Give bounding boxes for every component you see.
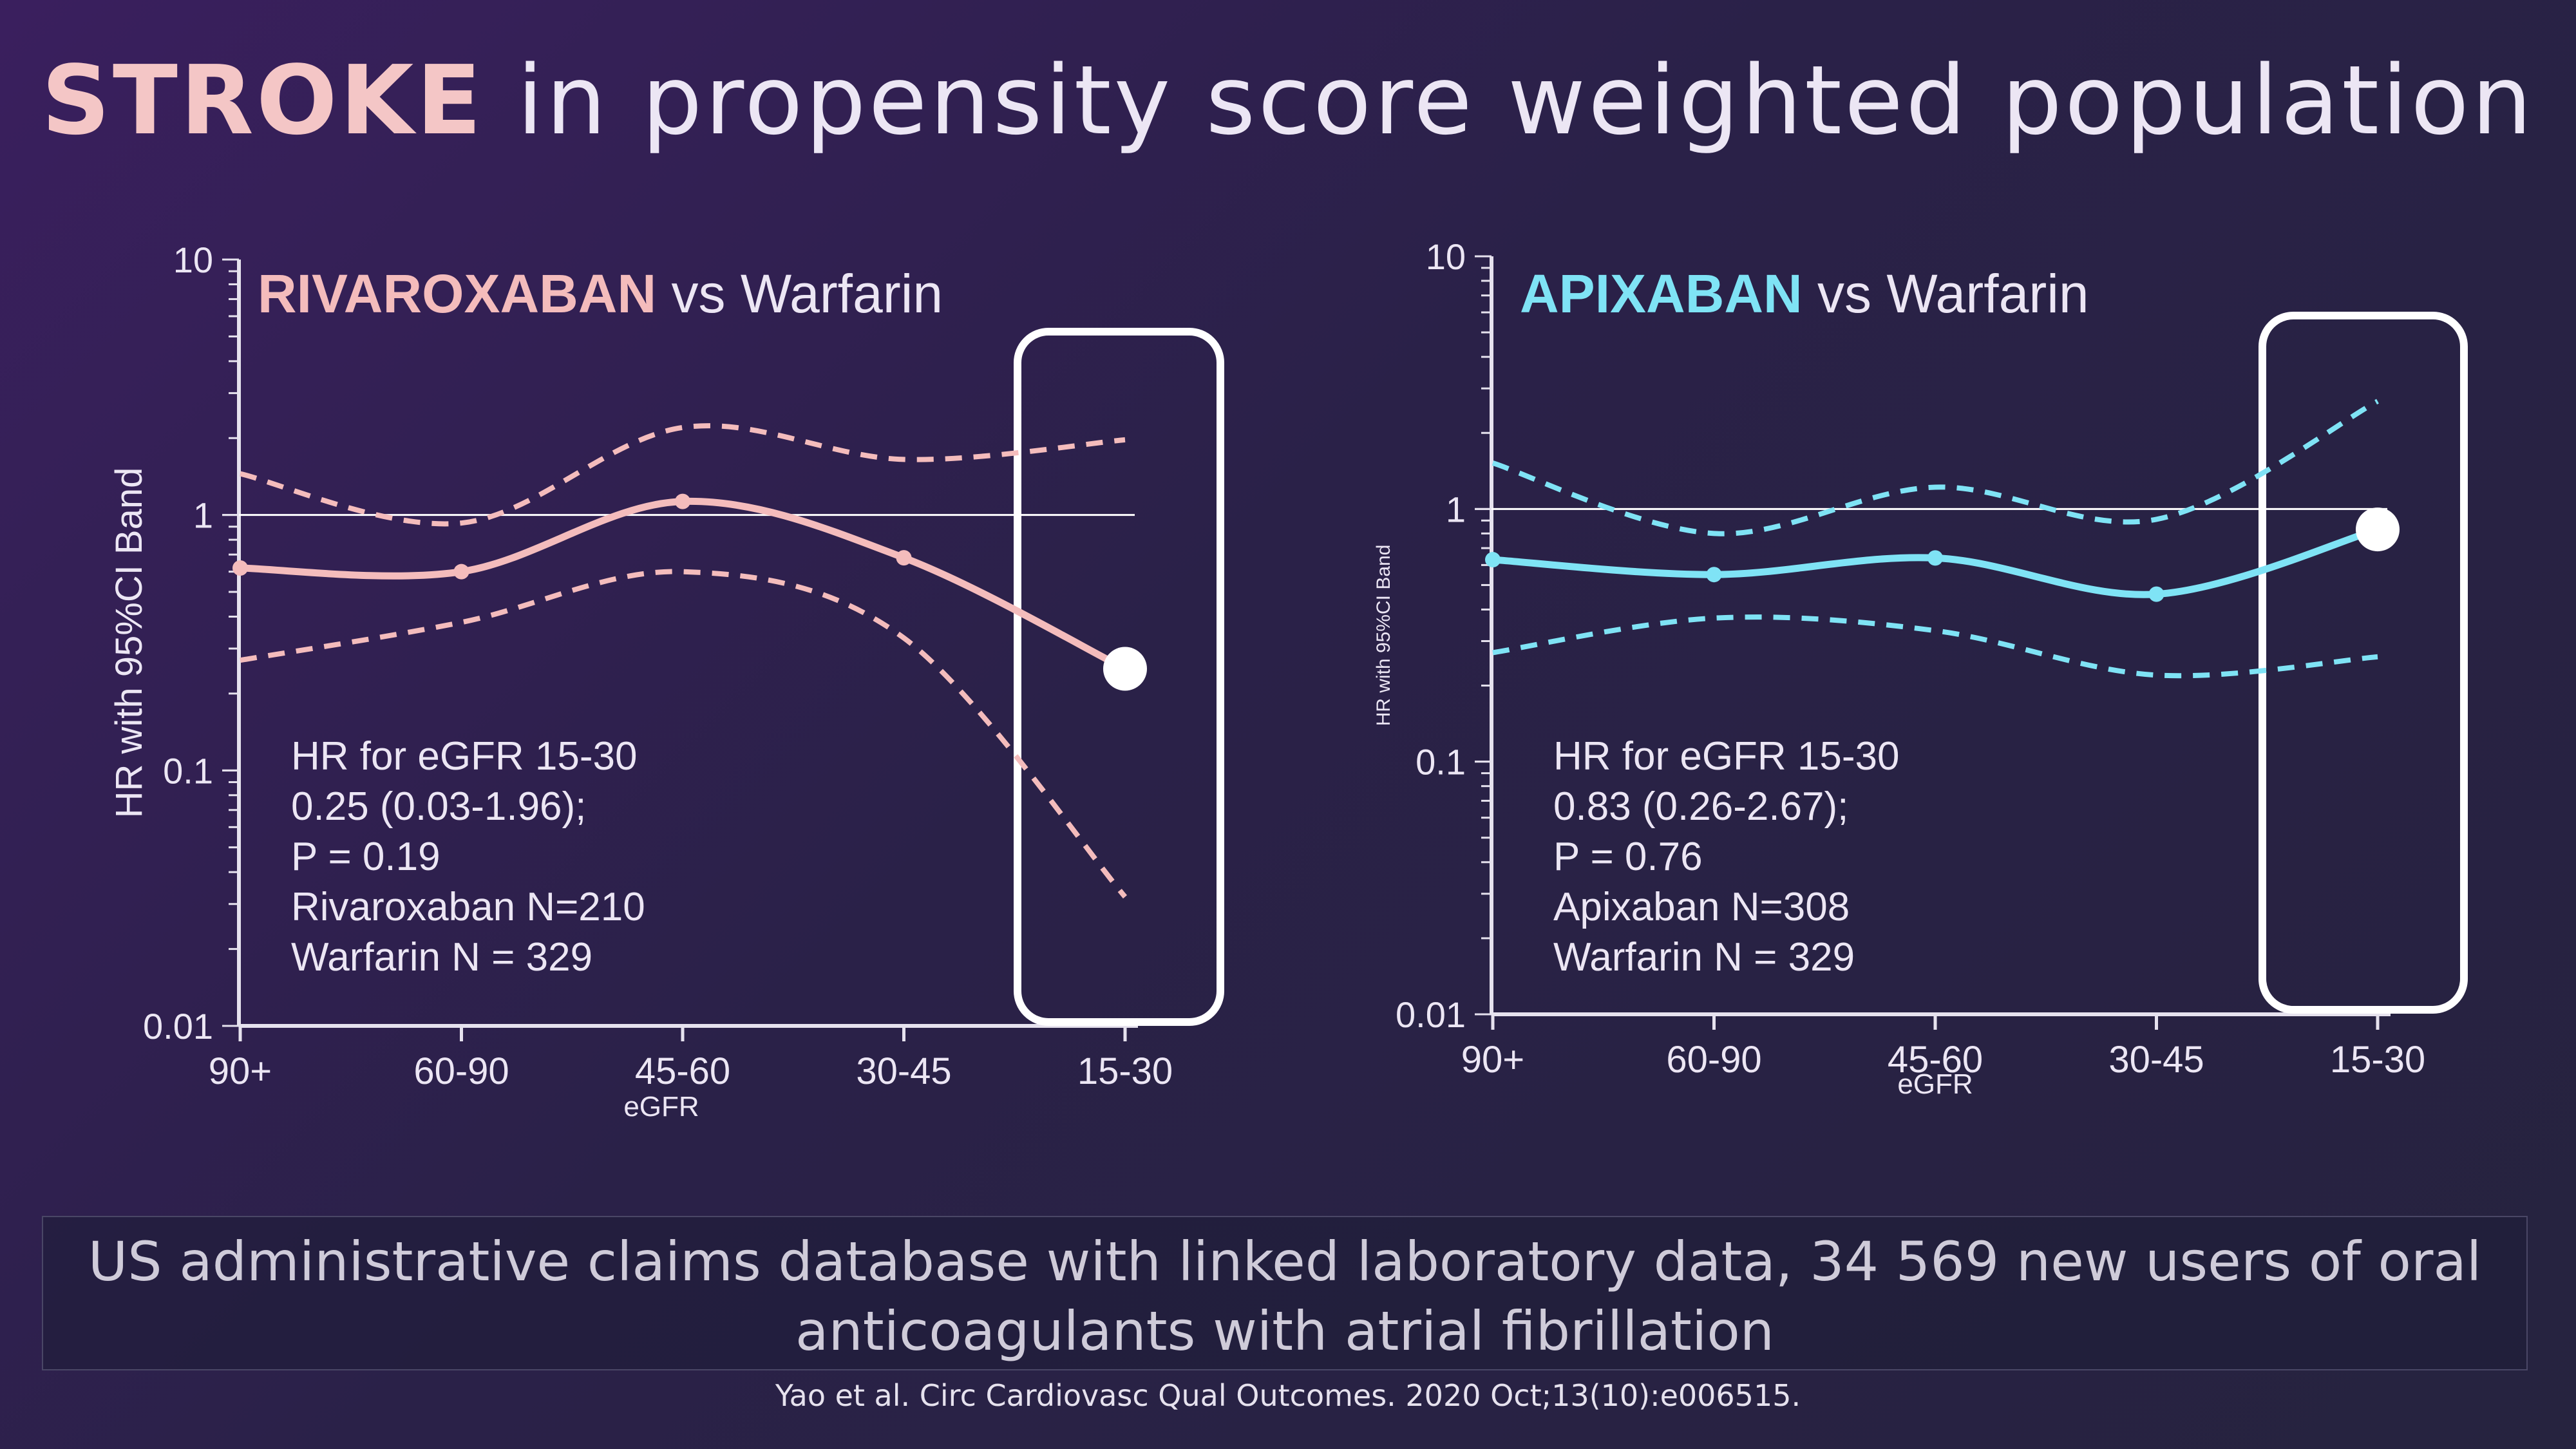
hr-point-highlighted <box>1103 647 1147 691</box>
x-axis-label: eGFR <box>623 1091 699 1122</box>
chart-title: RIVAROXABAN vs Warfarin <box>258 263 943 324</box>
y-tick-label: 10 <box>1426 236 1466 277</box>
annotation-line: Rivaroxaban N=210 <box>291 885 645 929</box>
x-tick-label: 60-90 <box>413 1050 509 1092</box>
x-tick-label: 60-90 <box>1666 1039 1761 1081</box>
annotation-line: 0.83 (0.26-2.67); <box>1553 784 1848 829</box>
hr-point <box>896 550 912 566</box>
x-tick-label: 90+ <box>1461 1039 1524 1081</box>
highlight-box <box>1014 328 1224 1026</box>
hr-point <box>675 493 690 509</box>
y-tick-label: 0.01 <box>1396 994 1466 1035</box>
ci-upper-line <box>1492 399 2379 536</box>
y-tick-label: 0.1 <box>1416 742 1466 782</box>
ci-lower-line <box>1492 614 2378 679</box>
hr-point <box>1485 552 1501 568</box>
ci-lower-line <box>240 569 1128 899</box>
y-tick-label: 0.1 <box>163 750 213 791</box>
x-tick-label: 30-45 <box>2108 1039 2204 1081</box>
annotation-line: Warfarin N = 329 <box>291 935 592 980</box>
source-line-1: US administrative claims database with l… <box>88 1230 2482 1293</box>
hr-point <box>1927 550 1943 566</box>
chart-title-rest: vs Warfarin <box>1803 263 2089 324</box>
x-tick-label: 15-30 <box>2330 1039 2425 1081</box>
title-rest: in propensity score weighted population <box>484 45 2535 156</box>
chart-title-emphasis: RIVAROXABAN <box>258 263 656 324</box>
page-title: STROKE in propensity score weighted popu… <box>0 45 2576 156</box>
citation: Yao et al. Circ Cardiovasc Qual Outcomes… <box>775 1378 1801 1413</box>
annotation-line: P = 0.76 <box>1553 835 1703 879</box>
source-box <box>42 1216 2528 1370</box>
hr-point <box>232 560 248 576</box>
x-tick-label: 45-60 <box>635 1050 730 1092</box>
annotation-line: HR for eGFR 15-30 <box>1553 734 1900 779</box>
rivaroxaban-chart-panel: 10 1 0.1 0.01 90+ 60-90 45-60 30-45 15-30 eGFR HR … <box>108 240 1224 1122</box>
title-emphasis: STROKE <box>41 45 484 156</box>
annotation-line: Warfarin N = 329 <box>1553 935 1855 980</box>
y-axis-label: HR with 95%CI Band <box>108 468 150 819</box>
chart-title-emphasis: APIXABAN <box>1520 263 1803 324</box>
apixaban-chart-panel: 10 1 0.1 0.01 90+ 60-90 45-60 30-45 15-30 eGFR HR … <box>1373 236 2468 1100</box>
annotation-line: Apixaban N=308 <box>1553 885 1850 929</box>
y-tick-label: 1 <box>1446 489 1466 529</box>
x-tick-label: 15-30 <box>1077 1050 1173 1092</box>
annotation-line: HR for eGFR 15-30 <box>291 734 638 779</box>
source-text: US administrative claims database with l… <box>42 1227 2528 1366</box>
hr-point <box>453 564 469 580</box>
hr-point <box>1706 567 1722 583</box>
y-tick-label: 1 <box>193 495 213 536</box>
annotation-line: 0.25 (0.03-1.96); <box>291 784 586 829</box>
hr-point-highlighted <box>2356 507 2400 552</box>
x-tick-label: 90+ <box>209 1050 272 1092</box>
x-tick-label: 30-45 <box>856 1050 951 1092</box>
highlight-box <box>2259 312 2468 1014</box>
y-tick-label: 10 <box>173 240 213 280</box>
chart-title: APIXABAN vs Warfarin <box>1520 263 2089 324</box>
hr-point <box>2148 586 2164 602</box>
y-tick-label: 0.01 <box>143 1006 213 1046</box>
chart-title-rest: vs Warfarin <box>656 263 943 324</box>
source-line-2: anticoagulants with atrial fibrillation <box>795 1300 1774 1363</box>
x-tick-label: 45-60 <box>1888 1039 1983 1081</box>
y-axis-label: HR with 95%CI Band <box>1373 545 1394 726</box>
x-axis-label: eGFR <box>1897 1068 1973 1100</box>
ci-upper-line <box>240 423 1126 527</box>
annotation-line: P = 0.19 <box>291 835 440 879</box>
